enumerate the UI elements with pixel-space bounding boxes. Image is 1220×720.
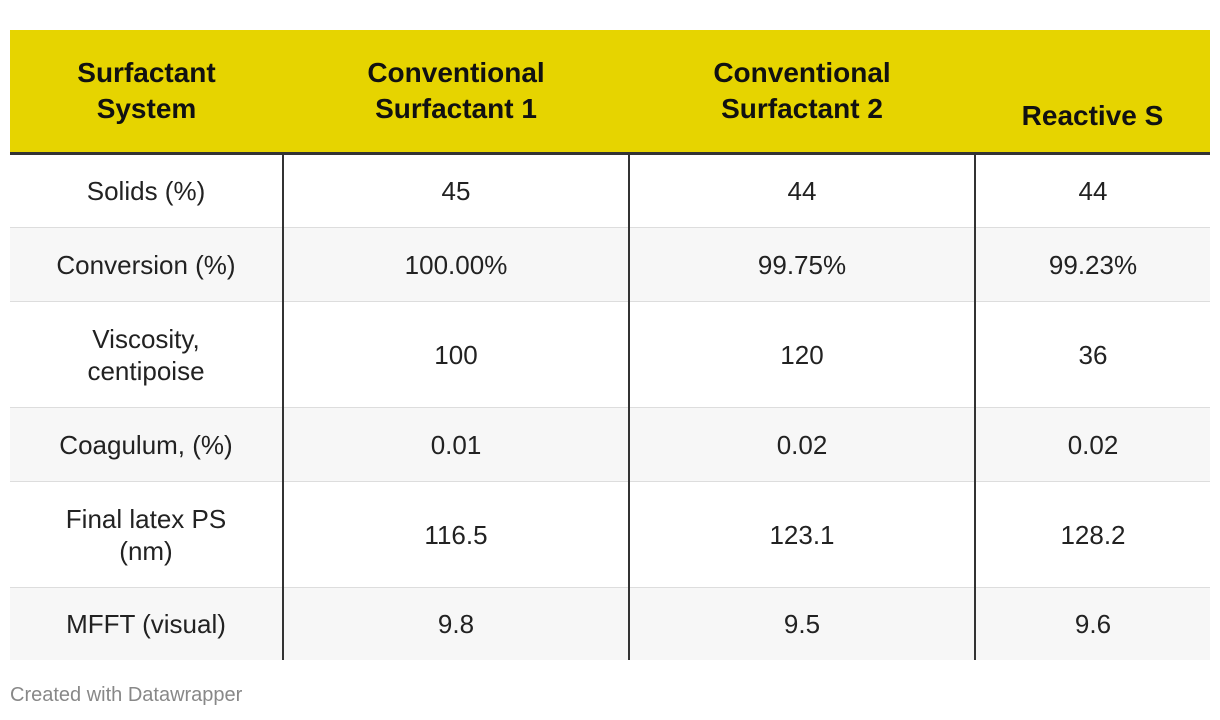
- table-cell: 0.02: [975, 407, 1210, 482]
- table-row: Conversion (%) 100.00% 99.75% 99.23%: [10, 227, 1210, 302]
- header-line: Conventional: [713, 57, 891, 88]
- table-cell: 100.00%: [283, 227, 630, 302]
- header-line: System: [96, 93, 197, 124]
- header-line: Conventional: [367, 57, 545, 88]
- header-line: Surfactant 2: [721, 93, 883, 124]
- table-cell: 0.02: [629, 407, 976, 482]
- table-cell: 36: [975, 301, 1210, 408]
- table-row: MFFT (visual) 9.8 9.5 9.6: [10, 587, 1210, 660]
- table-cell: 44: [975, 153, 1210, 228]
- table-row: Viscosity, centipoise 100 120 36: [10, 301, 1210, 408]
- table-cell: 44: [629, 153, 976, 228]
- header-line: Reactive S: [1021, 100, 1164, 131]
- row-label: Final latex PS (nm): [10, 481, 284, 588]
- table-row: Final latex PS (nm) 116.5 123.1 128.2: [10, 481, 1210, 588]
- table-cell: 120: [629, 301, 976, 408]
- row-label: Viscosity, centipoise: [10, 301, 284, 408]
- header-reactive-s: Reactive S: [975, 30, 1210, 155]
- row-label: Conversion (%): [10, 227, 284, 302]
- header-row: Surfactant System Conventional Surfactan…: [10, 30, 1210, 155]
- data-table: Surfactant System Conventional Surfactan…: [10, 30, 1210, 660]
- table-cell: 45: [283, 153, 630, 228]
- table-row: Coagulum, (%) 0.01 0.02 0.02: [10, 407, 1210, 482]
- table-cell: 116.5: [283, 481, 630, 588]
- table-cell: 99.23%: [975, 227, 1210, 302]
- header-conventional-surfactant-2: Conventional Surfactant 2: [629, 30, 975, 155]
- table-cell: 99.75%: [629, 227, 976, 302]
- row-label: Solids (%): [10, 153, 284, 228]
- surfactant-comparison-table: Surfactant System Conventional Surfactan…: [10, 30, 1210, 660]
- datawrapper-credit: Created with Datawrapper: [10, 684, 243, 706]
- table-cell: 9.6: [975, 587, 1210, 660]
- header-conventional-surfactant-1: Conventional Surfactant 1: [283, 30, 629, 155]
- header-line: Surfactant 1: [375, 93, 537, 124]
- table-row: Solids (%) 45 44 44: [10, 153, 1210, 228]
- table-cell: 123.1: [629, 481, 976, 588]
- table-cell: 128.2: [975, 481, 1210, 588]
- header-line: Surfactant: [77, 57, 216, 88]
- table-cell: 9.8: [283, 587, 630, 660]
- table-cell: 9.5: [629, 587, 976, 660]
- row-label: MFFT (visual): [10, 587, 284, 660]
- header-surfactant-system: Surfactant System: [10, 30, 283, 155]
- row-label: Coagulum, (%): [10, 407, 284, 482]
- table-cell: 100: [283, 301, 630, 408]
- table-cell: 0.01: [283, 407, 630, 482]
